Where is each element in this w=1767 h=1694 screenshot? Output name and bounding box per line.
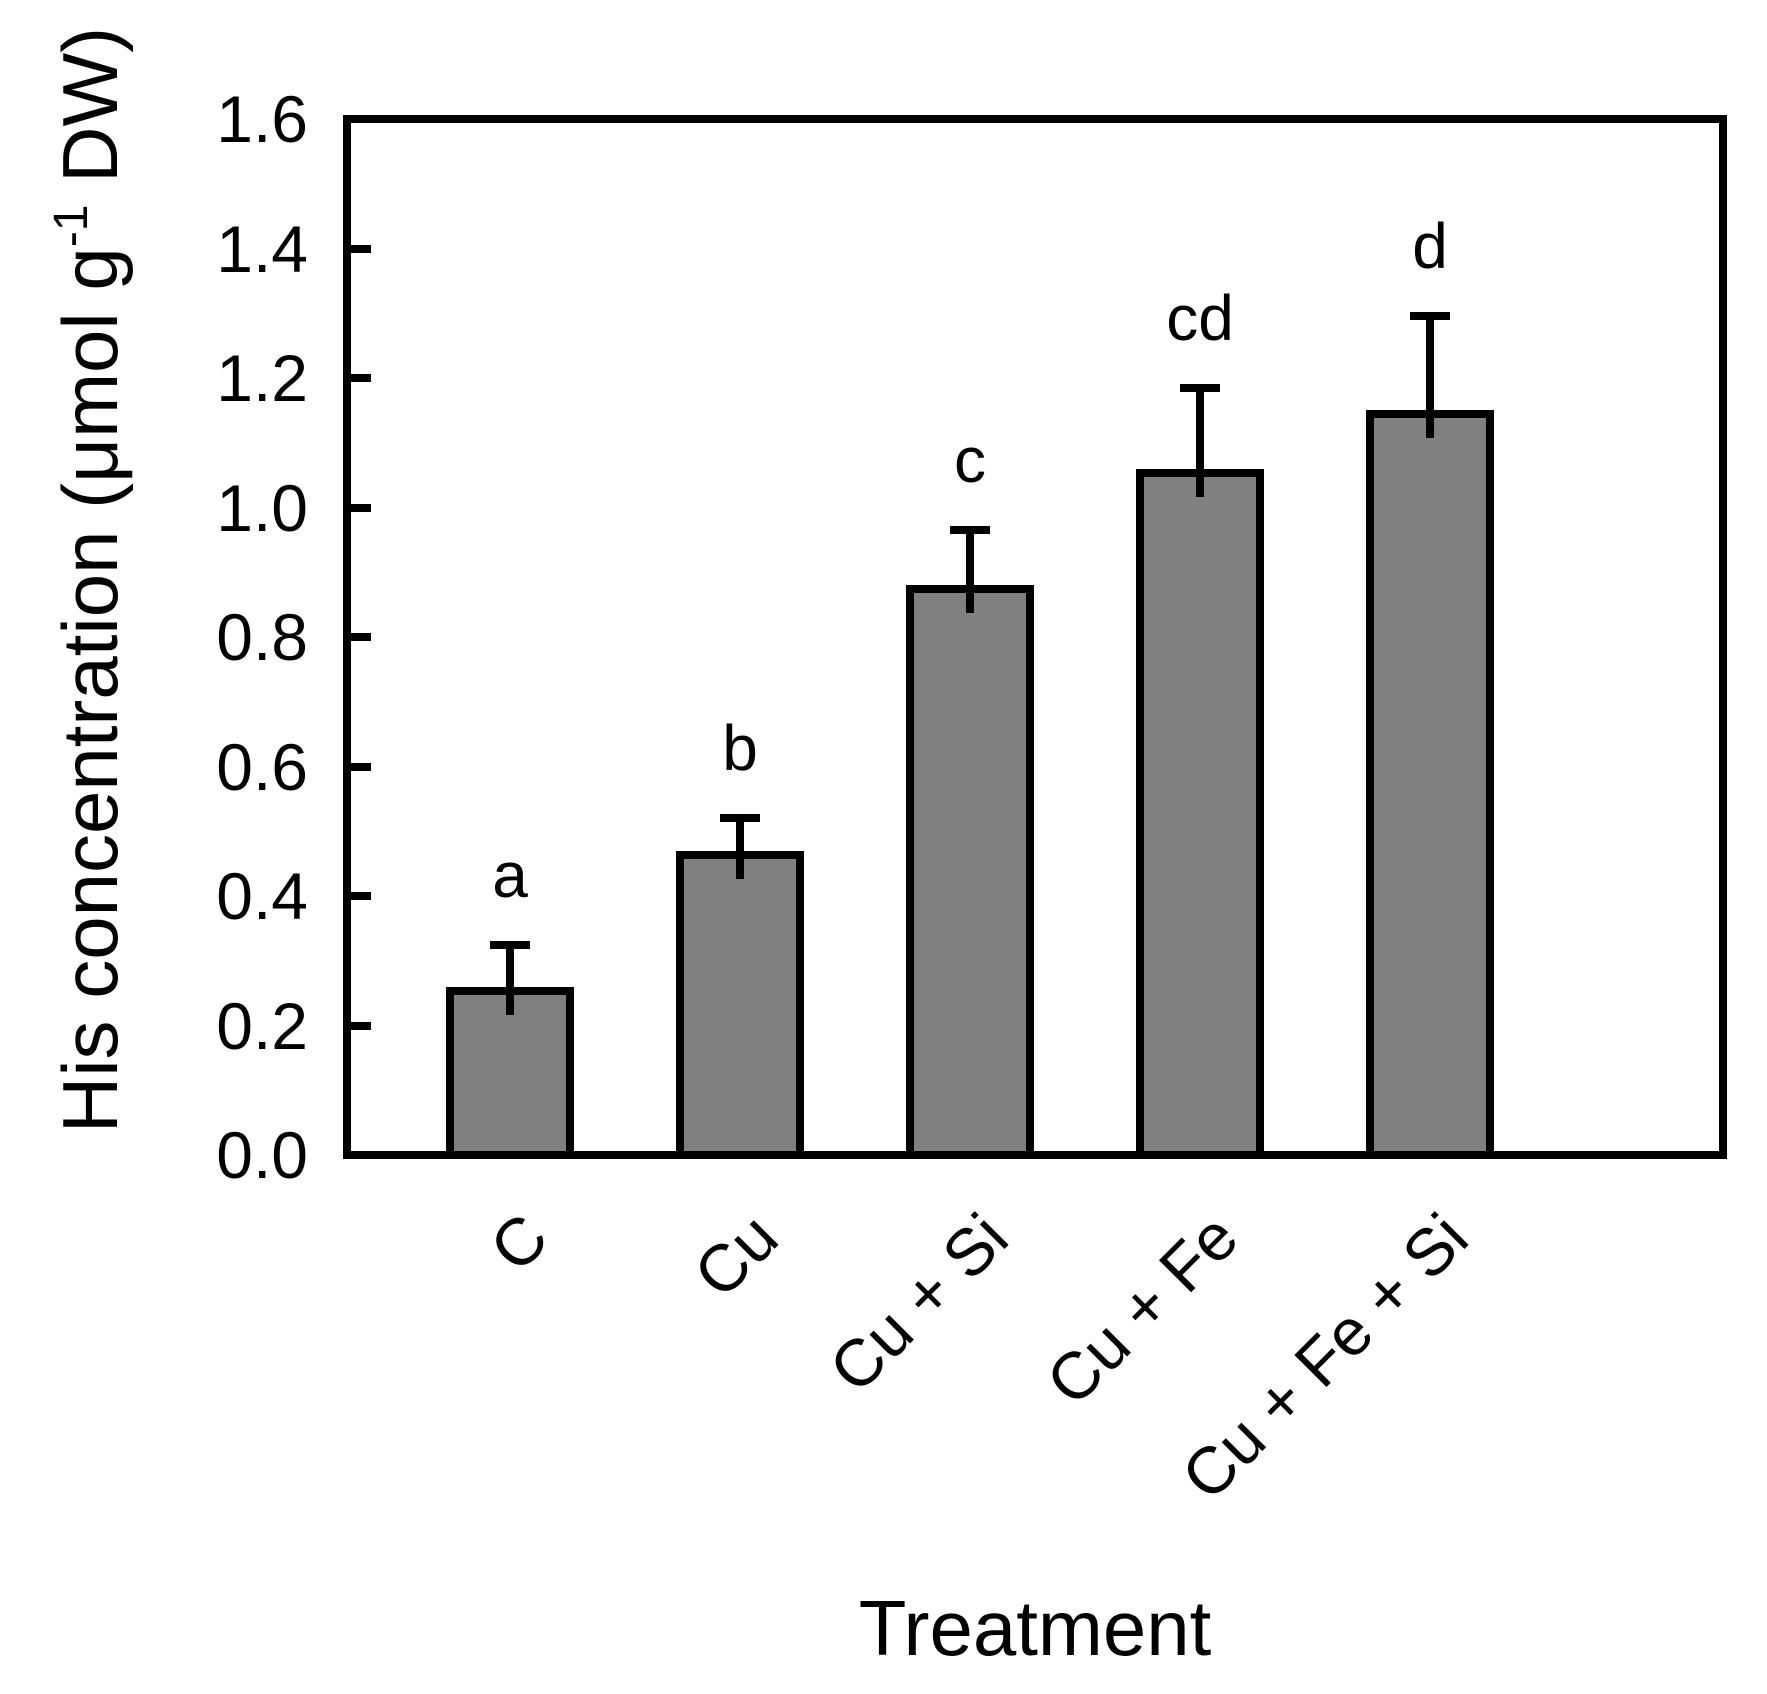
error-bar-cap bbox=[1180, 383, 1220, 392]
y-tick bbox=[351, 244, 371, 253]
bar bbox=[446, 986, 574, 1159]
y-tick bbox=[351, 633, 371, 641]
sig-letter: cd bbox=[1166, 281, 1234, 354]
bar bbox=[1366, 410, 1494, 1159]
y-tick-label: 1.6 bbox=[216, 82, 308, 156]
error-bar bbox=[1426, 316, 1434, 439]
y-tick bbox=[351, 1021, 371, 1030]
y-tick bbox=[351, 892, 371, 900]
error-bar bbox=[1196, 387, 1204, 497]
y-tick bbox=[351, 374, 371, 382]
y-axis-title-superscript: -1 bbox=[45, 204, 98, 248]
error-bar bbox=[506, 944, 514, 1015]
bar bbox=[1136, 468, 1264, 1159]
error-bar-cap bbox=[950, 526, 990, 535]
sig-letter: a bbox=[492, 838, 528, 911]
y-tick-label: 1.2 bbox=[216, 341, 308, 415]
y-axis-title: His concentration (μmol g-1 DW) bbox=[27, 0, 134, 1380]
y-tick-label: 0.0 bbox=[216, 1118, 308, 1192]
y-tick-label: 1.4 bbox=[216, 211, 308, 286]
error-bar-cap bbox=[720, 814, 760, 823]
error-bar-cap bbox=[1410, 312, 1450, 321]
x-axis-title: Treatment bbox=[858, 1584, 1212, 1672]
sig-letter: d bbox=[1412, 210, 1448, 283]
y-tick-label: 0.8 bbox=[216, 600, 308, 674]
error-bar-cap bbox=[490, 940, 530, 949]
plot-area bbox=[343, 115, 1727, 1159]
error-bar bbox=[736, 818, 744, 879]
bar bbox=[676, 850, 804, 1159]
error-bar bbox=[966, 530, 974, 614]
y-tick-label: 1.0 bbox=[216, 470, 308, 545]
y-tick bbox=[351, 762, 371, 771]
y-tick-label: 0.6 bbox=[216, 729, 308, 804]
y-tick-label: 0.4 bbox=[216, 859, 308, 933]
y-tick bbox=[351, 503, 371, 512]
sig-letter: b bbox=[722, 712, 758, 785]
sig-letter: c bbox=[954, 424, 986, 497]
y-tick-label: 0.2 bbox=[216, 988, 308, 1063]
bar bbox=[906, 585, 1034, 1159]
